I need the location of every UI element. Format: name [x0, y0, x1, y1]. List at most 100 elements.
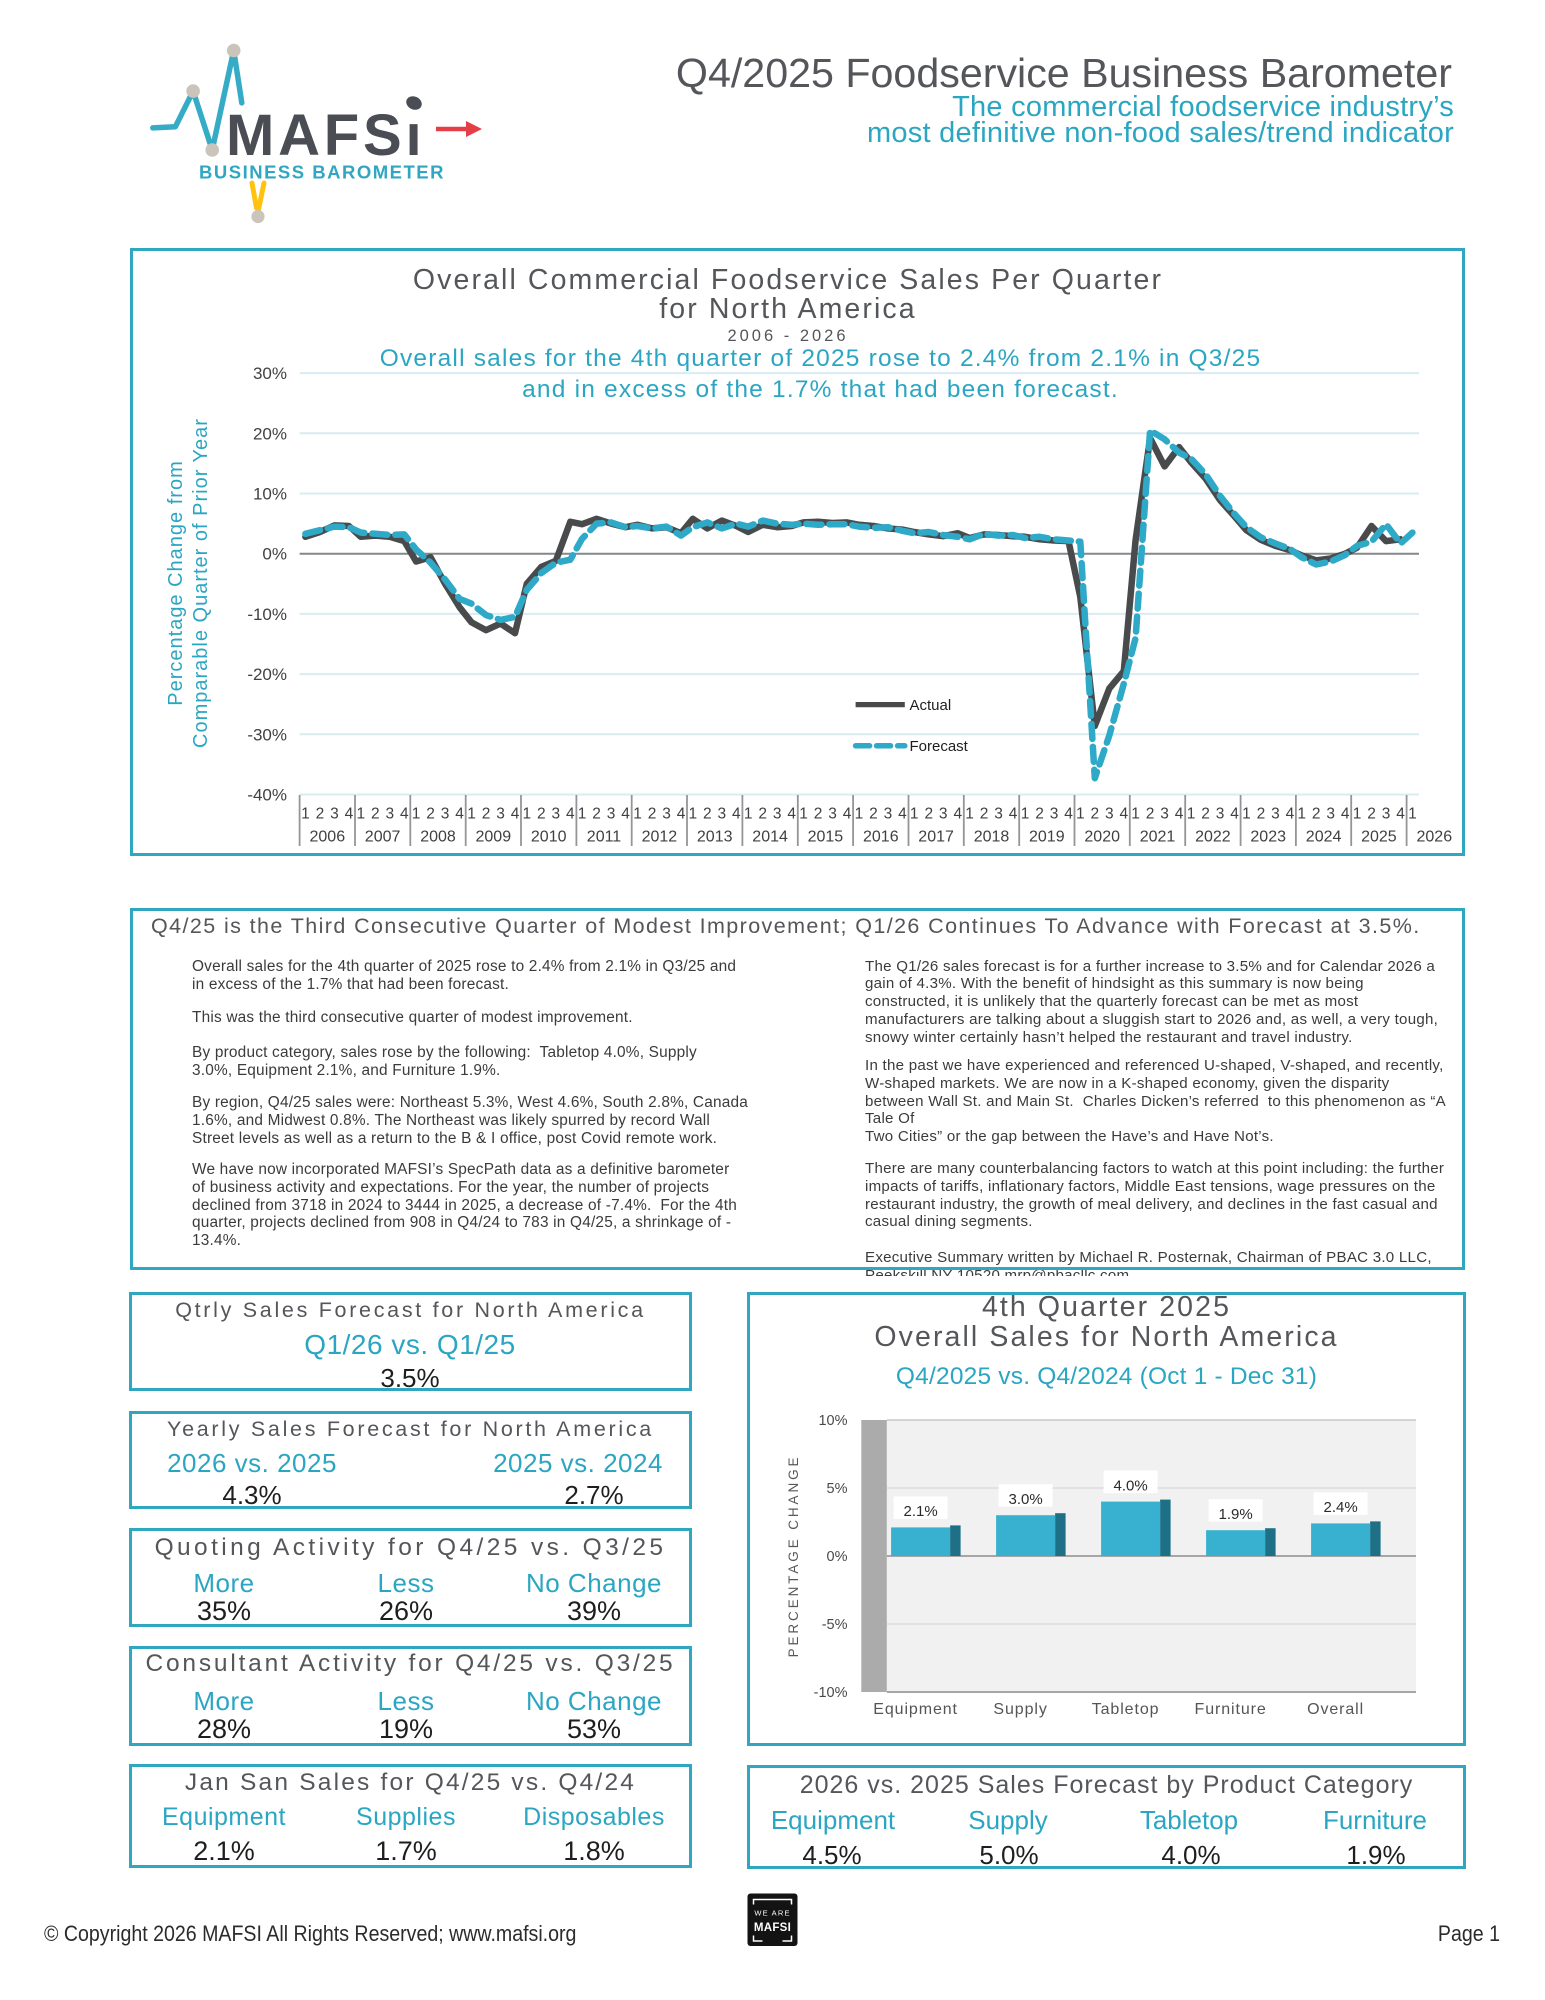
svg-text:-40%: -40%: [247, 786, 287, 805]
svg-text:4.0%: 4.0%: [1113, 1477, 1147, 1494]
svg-text:2: 2: [537, 806, 546, 823]
svg-text:5%: 5%: [827, 1481, 848, 1497]
svg-text:Equipment: Equipment: [873, 1701, 958, 1718]
svg-text:MAFSı: MAFSı: [226, 103, 425, 168]
svg-text:3: 3: [441, 806, 450, 823]
svg-text:2.4%: 2.4%: [1323, 1499, 1357, 1516]
svg-text:2: 2: [1367, 806, 1376, 823]
svg-text:2009: 2009: [476, 829, 512, 846]
svg-text:2017: 2017: [918, 829, 954, 846]
svg-text:2007: 2007: [365, 829, 401, 846]
svg-text:2010: 2010: [531, 829, 567, 846]
svg-text:3: 3: [330, 806, 339, 823]
svg-text:1: 1: [578, 806, 587, 823]
svg-text:2: 2: [980, 806, 989, 823]
svg-text:4: 4: [1119, 806, 1128, 823]
svg-text:10%: 10%: [818, 1413, 847, 1429]
svg-text:2013: 2013: [697, 829, 733, 846]
svg-text:1: 1: [467, 806, 476, 823]
svg-text:2: 2: [869, 806, 878, 823]
svg-text:2: 2: [648, 806, 657, 823]
svg-text:4: 4: [1341, 806, 1350, 823]
svg-text:2: 2: [1312, 806, 1321, 823]
svg-text:1: 1: [1131, 806, 1140, 823]
svg-text:4: 4: [511, 806, 520, 823]
svg-text:1: 1: [1242, 806, 1251, 823]
svg-text:MAFSI: MAFSI: [754, 1922, 791, 1934]
svg-text:2: 2: [1201, 806, 1210, 823]
svg-text:4: 4: [566, 806, 575, 823]
svg-text:2006: 2006: [310, 829, 346, 846]
svg-text:1: 1: [356, 806, 365, 823]
svg-text:2: 2: [1146, 806, 1155, 823]
svg-text:4: 4: [1175, 806, 1184, 823]
svg-text:2018: 2018: [974, 829, 1010, 846]
svg-text:WE ARE: WE ARE: [754, 1909, 790, 1918]
svg-text:PERCENTAGE CHANGE: PERCENTAGE CHANGE: [786, 1455, 801, 1658]
svg-text:3: 3: [607, 806, 616, 823]
svg-text:Comparable Quarter of Prior Ye: Comparable Quarter of Prior Year: [190, 418, 212, 748]
svg-text:20%: 20%: [253, 424, 287, 443]
svg-text:2008: 2008: [420, 829, 456, 846]
svg-text:Forecast: Forecast: [910, 738, 969, 755]
svg-text:1: 1: [688, 806, 697, 823]
svg-text:3: 3: [1105, 806, 1114, 823]
svg-text:3: 3: [1160, 806, 1169, 823]
svg-text:3: 3: [828, 806, 837, 823]
svg-text:10%: 10%: [253, 485, 287, 504]
svg-text:2024: 2024: [1306, 829, 1342, 846]
svg-text:-20%: -20%: [247, 665, 287, 684]
svg-text:2015: 2015: [808, 829, 844, 846]
svg-text:4: 4: [1396, 806, 1405, 823]
svg-text:4: 4: [455, 806, 464, 823]
svg-text:1: 1: [855, 806, 864, 823]
svg-text:2025: 2025: [1361, 829, 1397, 846]
svg-text:4: 4: [843, 806, 852, 823]
svg-text:4: 4: [787, 806, 796, 823]
svg-text:2: 2: [924, 806, 933, 823]
svg-text:1: 1: [412, 806, 421, 823]
svg-text:2: 2: [1257, 806, 1266, 823]
svg-text:1: 1: [910, 806, 919, 823]
svg-text:BUSINESS BAROMETER: BUSINESS BAROMETER: [199, 162, 445, 183]
svg-text:2: 2: [426, 806, 435, 823]
svg-text:3: 3: [551, 806, 560, 823]
svg-text:4: 4: [400, 806, 409, 823]
svg-text:2019: 2019: [1029, 829, 1065, 846]
svg-text:3: 3: [773, 806, 782, 823]
svg-text:1: 1: [1076, 806, 1085, 823]
svg-text:Supply: Supply: [993, 1701, 1047, 1718]
svg-text:1: 1: [1297, 806, 1306, 823]
svg-text:1: 1: [1187, 806, 1196, 823]
svg-text:1: 1: [1021, 806, 1030, 823]
svg-text:1.9%: 1.9%: [1218, 1506, 1252, 1523]
svg-text:3: 3: [884, 806, 893, 823]
svg-text:4: 4: [621, 806, 630, 823]
svg-text:3: 3: [994, 806, 1003, 823]
svg-text:2: 2: [1035, 806, 1044, 823]
svg-text:-10%: -10%: [247, 605, 287, 624]
svg-text:Overall: Overall: [1307, 1701, 1364, 1718]
svg-text:4: 4: [953, 806, 962, 823]
svg-text:3.0%: 3.0%: [1008, 1491, 1042, 1508]
svg-text:2: 2: [1090, 806, 1099, 823]
svg-text:4: 4: [732, 806, 741, 823]
svg-text:4: 4: [677, 806, 686, 823]
svg-text:1: 1: [301, 806, 310, 823]
svg-text:2014: 2014: [752, 829, 788, 846]
svg-text:1: 1: [1353, 806, 1362, 823]
svg-text:3: 3: [496, 806, 505, 823]
svg-text:4: 4: [345, 806, 354, 823]
svg-text:2: 2: [703, 806, 712, 823]
svg-text:4: 4: [1286, 806, 1295, 823]
svg-text:1: 1: [965, 806, 974, 823]
svg-text:1: 1: [1408, 806, 1417, 823]
svg-text:1: 1: [522, 806, 531, 823]
svg-text:2020: 2020: [1084, 829, 1120, 846]
svg-text:3: 3: [385, 806, 394, 823]
svg-text:Percentage Change from: Percentage Change from: [165, 460, 187, 705]
svg-text:4: 4: [898, 806, 907, 823]
svg-text:4: 4: [1009, 806, 1018, 823]
svg-text:3: 3: [1382, 806, 1391, 823]
svg-text:1: 1: [633, 806, 642, 823]
